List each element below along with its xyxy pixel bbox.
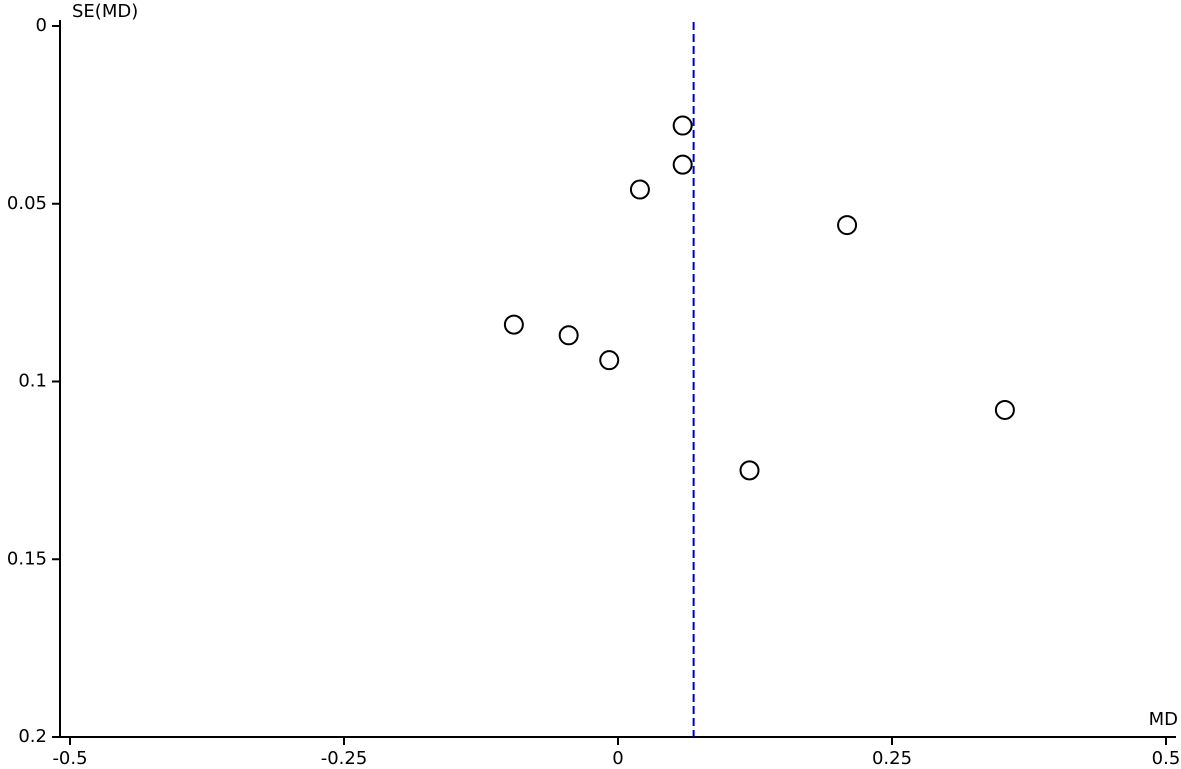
x-axis-label: MD [1149,709,1178,730]
y-tick-label: 0 [36,15,47,36]
point [599,350,620,371]
x-tick-label: -0.25 [321,748,368,769]
point [837,215,858,236]
point [503,314,524,335]
y-axis-label: SE(MD) [72,1,138,22]
point [672,115,693,136]
point [629,179,650,200]
point [672,154,693,175]
y-tick-label: 0.2 [18,726,47,747]
x-tick-label: 0.5 [1152,748,1181,769]
y-tick-label: 0.05 [7,193,47,214]
x-tick-label: -0.5 [52,748,87,769]
point [994,399,1015,420]
x-tick-label: 0.25 [872,748,912,769]
x-tick-label: 0 [612,748,623,769]
point [558,325,579,346]
y-tick-label: 0.15 [7,548,47,569]
point [739,460,760,481]
y-tick-label: 0.1 [18,371,47,392]
